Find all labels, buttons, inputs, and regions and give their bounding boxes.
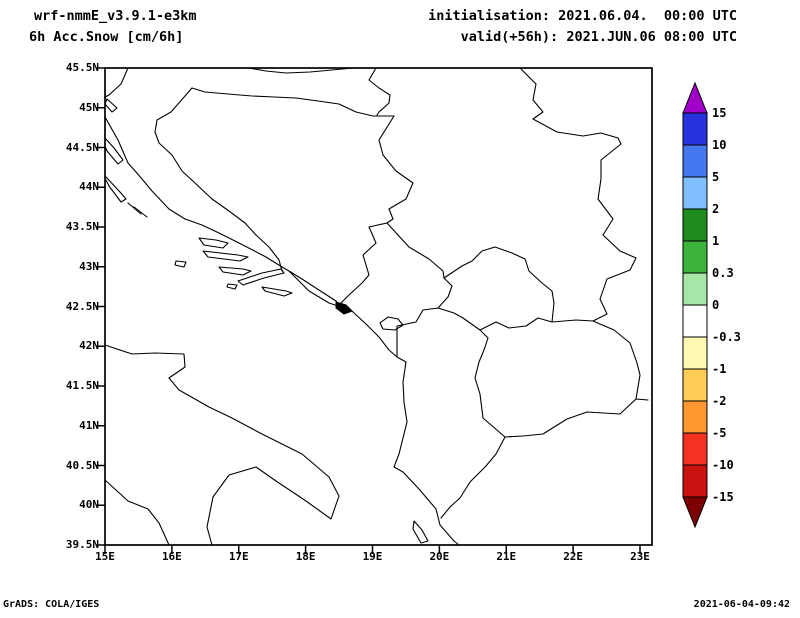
y-tick-label: 44N: [79, 180, 99, 194]
lake-skadar: [379, 316, 404, 331]
x-tick-label: 18E: [295, 550, 316, 563]
colorbar-label: 15: [712, 106, 726, 120]
x-axis-ticks: [104, 545, 641, 554]
x-tick-label: 23E: [630, 550, 650, 563]
border-serbia-romania-bulgaria: [519, 67, 637, 322]
creation-timestamp: 2021-06-04-09:42: [693, 599, 790, 610]
colorbar-label: 1: [712, 234, 719, 248]
valid-time-label: valid(+56h): 2021.JUN.06 08:00 UTC: [460, 29, 737, 45]
colorbar-segment: [682, 272, 708, 306]
y-tick-label: 44.5N: [65, 140, 99, 154]
border-montenegro-serbia: [386, 222, 445, 279]
coastline-italy-tyrrhenian: [104, 479, 170, 546]
colorbar-label: -1: [712, 362, 726, 376]
x-tick-label: 16E: [161, 550, 182, 563]
colorbar-segment: [682, 400, 708, 434]
colorbar-segment: [682, 368, 708, 402]
y-tick-label: 43.5N: [65, 220, 99, 233]
y-tick-label: 42.5N: [65, 299, 99, 313]
colorbar-label: 0.3: [712, 266, 734, 280]
border-kosovo-serbia: [443, 246, 555, 323]
x-tick-label: 20E: [429, 550, 450, 563]
model-title: wrf-nmmE_v3.9.1-e3km: [34, 8, 197, 24]
colorbar-label: -5: [712, 426, 726, 440]
border-serbia-macedonia: [551, 319, 594, 323]
x-tick-label: 22E: [563, 550, 584, 563]
colorbar-label: 5: [712, 170, 719, 184]
colorbar-label: -10: [712, 458, 734, 472]
colorbar-label: 2: [712, 202, 719, 216]
x-tick-label: 15E: [95, 550, 115, 563]
x-tick-label: 17E: [228, 550, 249, 563]
boka-bay: [335, 301, 353, 315]
border-kosovo-macedonia-albania: [437, 307, 553, 331]
border-slovenia-croatia: [104, 67, 129, 98]
border-macedonia-bulgaria-greece: [504, 320, 649, 438]
border-albania-macedonia: [474, 329, 506, 438]
colorbar-label: -15: [712, 490, 734, 504]
coastline-adriatic-east: [104, 116, 460, 546]
map-lines: [104, 67, 649, 546]
y-tick-label: 41.5N: [65, 379, 99, 392]
border-croatia-serbia: [368, 67, 391, 116]
grads-credit: GrADS: COLA/IGES: [3, 599, 100, 610]
border-bosnia-montenegro: [338, 222, 388, 306]
init-time-label: initialisation: 2021.06.04. 00:00 UTC: [428, 8, 737, 24]
colorbar: 15 10 5 2 1 0.3 0 -0.3 -1 -2 -5 -10 -15: [682, 81, 741, 529]
colorbar-segment: [682, 336, 708, 370]
map-frame: [104, 67, 653, 546]
y-tick-label: 40.5N: [65, 458, 99, 472]
border-croatia-hungary: [248, 67, 354, 74]
y-tick-label: 45.5N: [65, 61, 99, 74]
colorbar-segment: [682, 240, 708, 274]
x-tick-label: 21E: [496, 550, 517, 563]
coastline-italy-adriatic: [104, 344, 340, 546]
colorbar-label: -2: [712, 394, 726, 408]
colorbar-segment: [682, 112, 708, 146]
y-tick-label: 43N: [79, 259, 99, 273]
colorbar-top-arrow: [682, 81, 708, 114]
colorbar-label: 10: [712, 138, 726, 152]
colorbar-segment: [682, 176, 708, 210]
border-albania-greece: [440, 436, 506, 519]
colorbar-bottom-arrow: [682, 496, 708, 529]
croatian-islands: [104, 98, 293, 297]
y-tick-label: 41N: [79, 418, 99, 432]
y-tick-label: 45N: [79, 100, 99, 114]
colorbar-label: -0.3: [712, 330, 741, 344]
y-tick-label: 42N: [79, 339, 99, 353]
border-serbia-bosnia-drina: [378, 115, 414, 224]
y-axis-ticks: [96, 67, 105, 546]
y-tick-label: 39.5N: [65, 538, 99, 551]
colorbar-segment: [682, 464, 708, 498]
x-tick-label: 19E: [362, 550, 383, 563]
colorbar-segment: [682, 432, 708, 466]
field-title: 6h Acc.Snow [cm/6h]: [29, 29, 184, 45]
colorbar-segment: [682, 144, 708, 178]
colorbar-segment: [682, 304, 708, 338]
corfu-island: [412, 520, 429, 544]
border-bosnia-north: [191, 87, 395, 117]
colorbar-label: 0: [712, 298, 719, 312]
border-montenegro-kosovo-albania: [396, 277, 453, 358]
y-tick-label: 40N: [79, 498, 99, 512]
colorbar-segment: [682, 208, 708, 242]
